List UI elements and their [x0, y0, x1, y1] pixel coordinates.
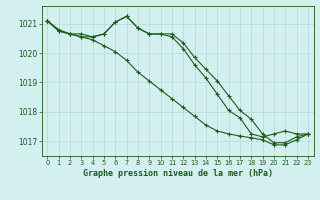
X-axis label: Graphe pression niveau de la mer (hPa): Graphe pression niveau de la mer (hPa) — [83, 169, 273, 178]
